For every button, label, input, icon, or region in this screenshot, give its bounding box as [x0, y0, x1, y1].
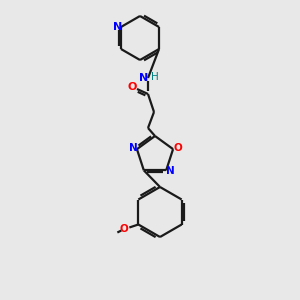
Text: O: O: [127, 82, 137, 92]
Text: N: N: [113, 22, 123, 32]
Text: O: O: [120, 224, 129, 235]
Text: N: N: [129, 143, 137, 153]
Text: N: N: [140, 73, 148, 83]
Text: O: O: [174, 143, 182, 153]
Text: N: N: [166, 167, 175, 176]
Text: H: H: [151, 72, 159, 82]
